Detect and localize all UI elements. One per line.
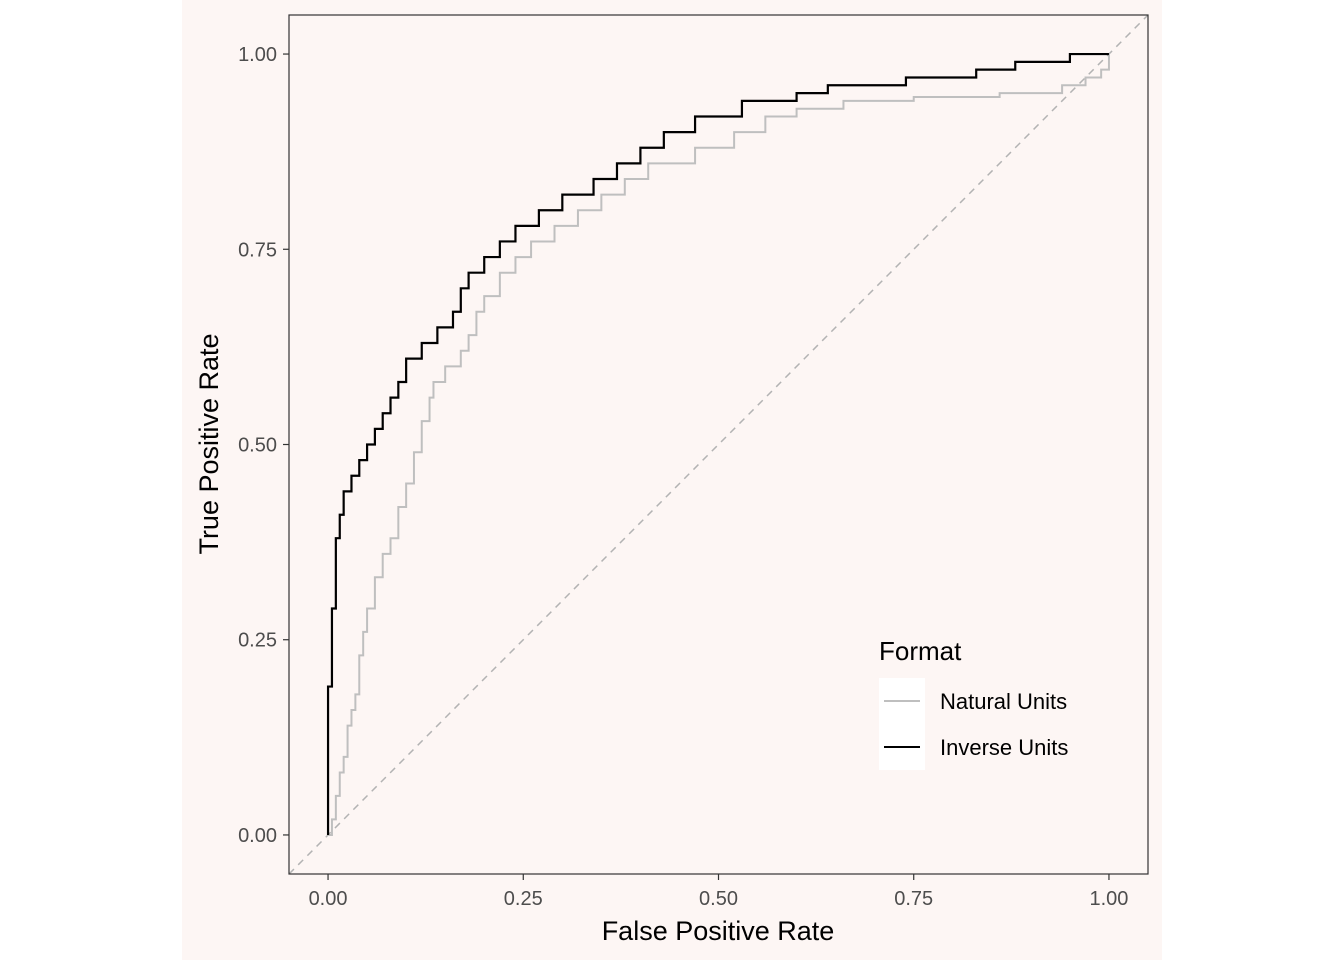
x-tick-label: 0.75 bbox=[894, 888, 933, 910]
x-tick-label: 0.00 bbox=[309, 888, 348, 910]
y-tick-label: 0.50 bbox=[238, 435, 277, 457]
x-tick-label: 1.00 bbox=[1089, 888, 1128, 910]
series-line-natural-units bbox=[328, 54, 1110, 836]
x-tick-label: 0.25 bbox=[504, 888, 543, 910]
y-tick-label: 0.25 bbox=[238, 630, 277, 652]
x-axis-label: False Positive Rate bbox=[602, 916, 835, 946]
y-tick-label: 1.00 bbox=[238, 44, 277, 66]
legend-label-inverse-units: Inverse Units bbox=[940, 735, 1068, 760]
legend-key-background bbox=[879, 678, 925, 770]
y-tick-label: 0.00 bbox=[238, 825, 277, 847]
y-tick-label: 0.75 bbox=[238, 239, 277, 261]
plot-layer bbox=[288, 14, 1149, 875]
legend-title: Format bbox=[879, 636, 962, 666]
x-tick-label: 0.50 bbox=[699, 888, 738, 910]
legend-label-natural-units: Natural Units bbox=[940, 689, 1067, 714]
axis-layer: 0.00 0.25 0.50 0.75 1.00 0.00 0.25 0.50 0.75 1.00 bbox=[238, 44, 1128, 910]
y-axis-label: True Positive Rate bbox=[194, 333, 224, 554]
series-line-inverse-units bbox=[326, 52, 1109, 835]
plot-outer-background bbox=[182, 0, 1162, 960]
legend: Format Natural Units Inverse Units bbox=[879, 636, 1068, 770]
